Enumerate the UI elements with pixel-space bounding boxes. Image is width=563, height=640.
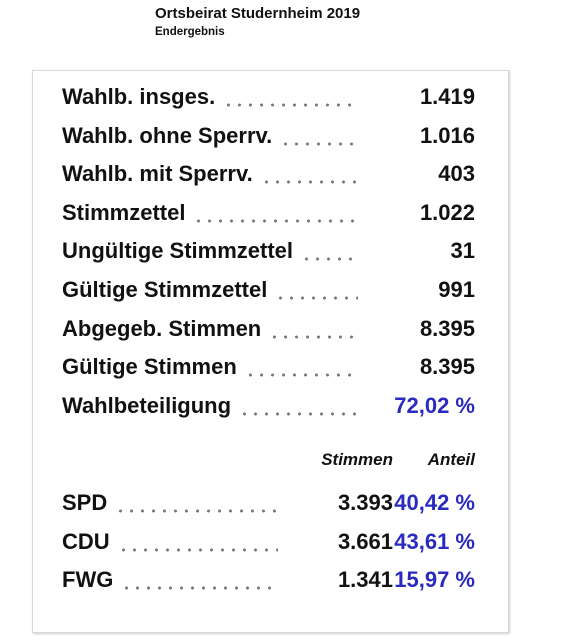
stat-row: Wahlb. ohne Sperrv.	[62, 123, 358, 153]
party-row: SPD	[62, 490, 278, 520]
party-label: CDU	[62, 528, 110, 554]
stat-row: Wahlb. mit Sperrv.	[62, 161, 358, 191]
stat-label: Ungültige Stimmzettel	[62, 238, 294, 264]
dot-leader	[239, 410, 358, 417]
dot-leader	[121, 585, 278, 592]
stat-label: Gültige Stimmzettel	[62, 277, 268, 302]
dot-leader	[115, 508, 278, 514]
stat-row: Gültige Stimmzettel	[62, 277, 358, 307]
stat-row: Stimmzettel	[62, 200, 358, 230]
party-share: 40,42 %	[394, 490, 475, 515]
stat-row: Wahlbeteiligung	[62, 393, 358, 423]
stat-label: Wahlbeteiligung	[62, 392, 232, 418]
stat-label: Abgegeb. Stimmen	[62, 315, 262, 341]
stat-value: 1.016	[419, 122, 475, 148]
party-votes: 1.341	[337, 567, 393, 593]
stat-label: Wahlb. ohne Sperrv.	[62, 122, 273, 148]
stat-row: Gültige Stimmen	[62, 354, 358, 384]
dot-leader	[223, 102, 358, 108]
party-votes: 3.661	[337, 528, 393, 554]
dot-leader	[269, 333, 358, 340]
result-panel	[32, 70, 509, 633]
stat-value: 31	[450, 238, 475, 264]
stat-row: Abgegeb. Stimmen	[62, 316, 358, 346]
stat-row: Ungültige Stimmzettel	[62, 238, 358, 268]
dot-leader	[280, 140, 358, 147]
dot-leader	[244, 372, 358, 379]
party-share: 15,97 %	[394, 567, 475, 593]
title: Ortsbeirat Studernheim 2019	[155, 5, 361, 22]
stat-value: 1.419	[419, 84, 475, 109]
column-header: Anteil	[427, 450, 475, 469]
subtitle: Endergebnis	[155, 26, 225, 38]
dot-leader	[275, 295, 358, 301]
stat-value: 8.395	[419, 354, 475, 380]
stat-label: Wahlb. insges.	[62, 84, 216, 109]
stat-label: Gültige Stimmen	[62, 354, 237, 380]
stat-row: Wahlb. insges.	[62, 84, 358, 114]
dot-leader	[193, 217, 358, 224]
stat-value: 403	[438, 161, 475, 187]
stat-label: Wahlb. mit Sperrv.	[62, 161, 253, 187]
party-label: SPD	[62, 490, 108, 515]
stat-label: Stimmzettel	[62, 199, 186, 225]
stat-value: 991	[438, 277, 475, 302]
stat-value: 8.395	[419, 315, 475, 341]
column-header: Stimmen	[321, 450, 393, 469]
party-share: 43,61 %	[394, 528, 475, 554]
dot-leader	[301, 256, 358, 263]
party-label: FWG	[62, 567, 114, 593]
party-votes: 3.393	[337, 490, 393, 515]
party-row: FWG	[62, 567, 278, 597]
stat-value: 72,02 %	[394, 392, 475, 418]
dot-leader	[260, 179, 358, 186]
stat-value: 1.022	[419, 199, 475, 225]
party-row: CDU	[62, 529, 278, 559]
dot-leader	[117, 546, 278, 553]
